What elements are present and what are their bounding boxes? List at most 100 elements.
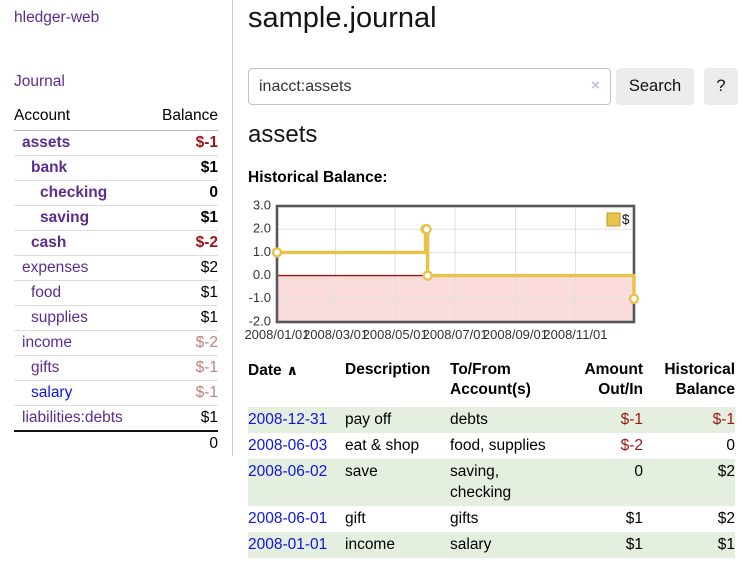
account-balance: $-1 [148,380,218,406]
account-row: expenses $2 [14,255,218,281]
svg-text:-2.0: -2.0 [249,313,271,328]
register-row: 2008-06-02 save saving, checking 0 $2 [248,459,735,506]
transaction-balance: $1 [717,536,735,553]
account-row: liabilities:debts $1 [14,405,218,432]
svg-text:3.0: 3.0 [253,197,271,212]
transaction-balance: 0 [726,437,735,454]
page-title: sample.journal [248,2,437,34]
search-button[interactable]: Search [616,68,694,105]
account-row: assets $-1 [14,130,218,156]
help-button[interactable]: ? [704,68,738,105]
register-header-accounts: To/From Account(s) [450,361,531,398]
transaction-date-link[interactable]: 2008-12-31 [248,411,328,428]
clear-search-icon[interactable]: × [591,77,600,94]
search-input[interactable] [248,68,611,105]
legend-swatch [606,212,621,227]
register-header-amount: Amount Out/In [584,361,643,398]
svg-text:2008/07/01: 2008/07/01 [423,327,488,342]
account-link[interactable]: expenses [22,259,89,276]
account-link[interactable]: supplies [31,309,88,326]
transaction-date-link[interactable]: 2008-06-03 [248,437,328,454]
register-table: Date ∧ Description To/From Account(s) Amo… [248,360,735,558]
balance-chart: 3.0 2.0 1.0 0.0 -1.0 -2.02008/01/012008/03/01… [244,197,640,342]
legend-label: $ [622,212,630,227]
account-balance: $1 [148,155,218,181]
account-row: saving $1 [14,205,218,231]
account-row: salary $-1 [14,380,218,406]
svg-text:2008/03/01: 2008/03/01 [303,327,368,342]
account-link[interactable]: gifts [31,359,60,376]
accounts-table: Account Balance assets $-1 bank $1 checking 0… [14,105,218,456]
account-balance: $-1 [148,355,218,381]
transaction-date-link[interactable]: 2008-01-01 [248,536,328,553]
account-row: checking 0 [14,180,218,206]
transaction-description: eat & shop [345,437,420,454]
transaction-description: save [345,463,378,480]
account-balance: $-2 [148,330,218,356]
transaction-amount: $-2 [620,437,643,454]
account-row: bank $1 [14,155,218,181]
transaction-balance: $-1 [712,411,735,428]
account-link[interactable]: food [31,284,62,301]
app-title-link[interactable]: hledger-web [14,9,100,26]
transaction-amount: $1 [625,510,643,527]
transaction-date-link[interactable]: 2008-06-02 [248,463,328,480]
accounts-table-body: assets $-1 bank $1 checking 0 saving $1 cash $-2 e… [14,130,218,456]
account-row: income $-2 [14,330,218,356]
register-header-description: Description [345,361,431,378]
register-header-balance: Historical Balance [664,361,735,398]
account-heading: assets [248,121,318,148]
account-balance: $1 [148,405,218,432]
account-link[interactable]: bank [31,159,68,176]
accounts-header-account: Account [14,105,149,131]
svg-text:2.0: 2.0 [253,221,271,236]
transaction-amount: $1 [625,536,643,553]
account-balance: $1 [148,305,218,331]
transaction-balance: $2 [717,510,735,527]
transaction-amount: 0 [634,463,643,480]
data-point-marker [422,270,433,281]
account-link[interactable]: liabilities:debts [22,409,123,426]
account-row: supplies $1 [14,305,218,331]
register-row: 2008-12-31 pay off debts $-1 $-1 [248,407,735,433]
account-link[interactable]: assets [22,134,71,151]
account-balance: $2 [148,255,218,281]
data-point-marker [628,293,640,305]
account-link[interactable]: cash [31,234,67,251]
sidebar: hledger-web Journal Account Balance asse… [0,0,233,456]
account-balance: $-1 [148,130,218,156]
transaction-accounts: gifts [450,510,479,527]
svg-text:2008/09/01: 2008/09/01 [483,327,548,342]
account-link[interactable]: income [22,334,72,351]
transaction-accounts: food, supplies [450,437,546,454]
journal-link[interactable]: Journal [14,73,65,90]
svg-text:2008/11/01: 2008/11/01 [543,327,607,342]
account-row: food $1 [14,280,218,306]
register-header-date[interactable]: Date ∧ [248,362,298,379]
account-link[interactable]: salary [31,384,73,401]
account-row: gifts $-1 [14,355,218,381]
register-row: 2008-01-01 income salary $1 $1 [248,532,735,558]
account-balance: $1 [148,205,218,231]
account-balance: $1 [148,280,218,306]
accounts-header-balance: Balance [148,105,218,131]
transaction-accounts: salary [450,536,492,553]
account-balance: $-2 [148,230,218,256]
svg-text:2008/05/01: 2008/05/01 [363,327,428,342]
transaction-description: income [345,536,395,553]
account-link[interactable]: checking [40,184,108,201]
transaction-description: gift [345,510,366,527]
register-row: 2008-06-01 gift gifts $1 $2 [248,506,735,532]
register-table-body: 2008-12-31 pay off debts $-1 $-1 2008-06-03 ea… [248,407,735,558]
accounts-total-row: 0 [14,430,218,456]
register-header-row: Date ∧ Description To/From Account(s) Amo… [248,360,735,407]
transaction-description: pay off [345,411,392,428]
transaction-date-link[interactable]: 2008-06-01 [248,510,328,527]
account-link[interactable]: saving [40,209,90,226]
transaction-accounts: debts [450,411,488,428]
transaction-accounts: saving, checking [450,463,512,501]
data-point-marker [421,224,432,235]
account-row: cash $-2 [14,230,218,256]
accounts-total-value: 0 [148,430,218,456]
